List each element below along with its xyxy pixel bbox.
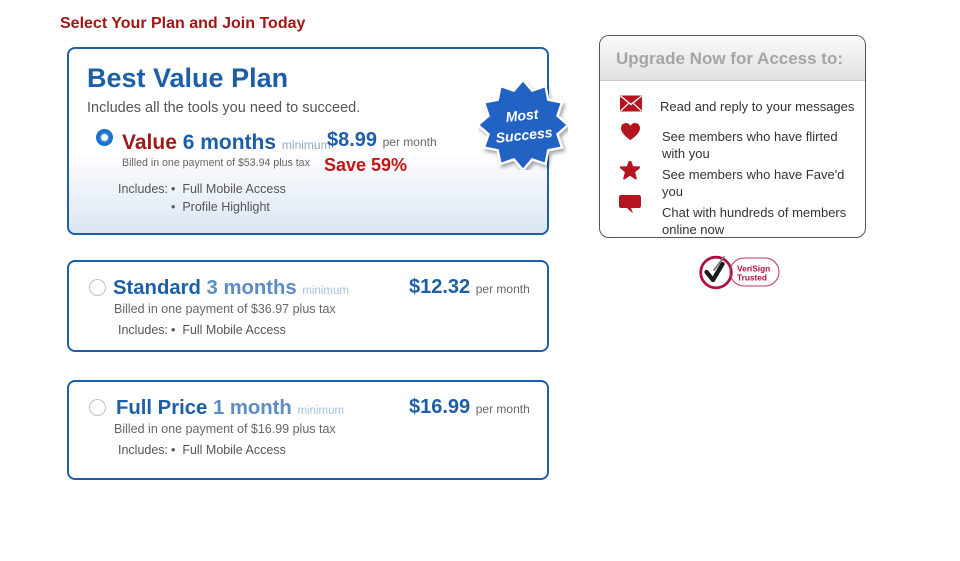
svg-text:Trusted: Trusted (737, 273, 767, 283)
